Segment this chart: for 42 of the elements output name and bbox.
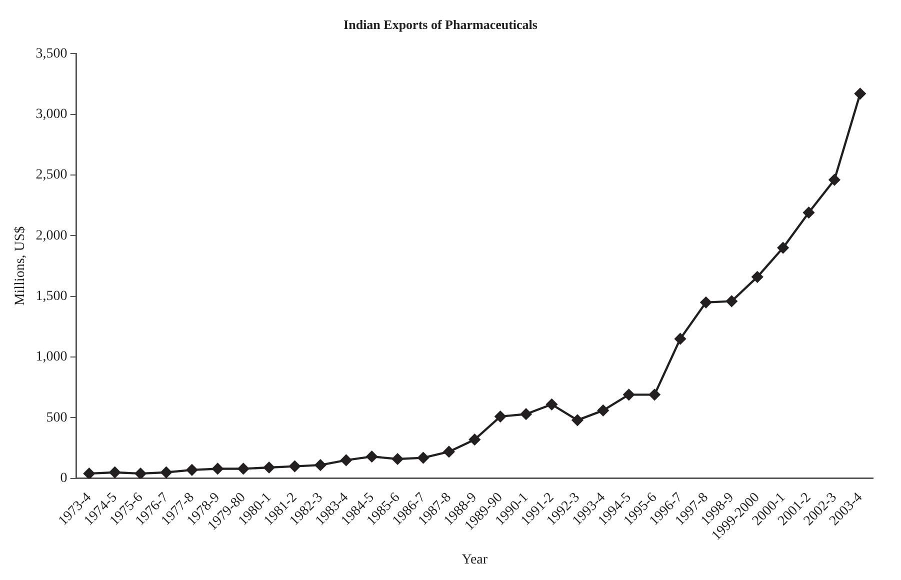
point	[340, 454, 352, 466]
point	[186, 464, 198, 476]
point	[648, 389, 660, 400]
point	[674, 333, 686, 344]
point	[289, 460, 300, 472]
point	[160, 466, 172, 478]
point	[392, 453, 404, 465]
y-tick-label: 3,000	[36, 106, 68, 122]
point	[828, 174, 840, 186]
y-axis-title: Millions, US$	[13, 226, 28, 306]
point	[238, 463, 249, 474]
y-tick-label: 1,500	[36, 289, 68, 304]
point	[84, 468, 95, 478]
point	[366, 450, 378, 462]
x-axis-title: Year	[462, 552, 488, 568]
point	[494, 410, 506, 422]
y-tick-label: 0	[60, 471, 68, 486]
point	[134, 468, 146, 478]
y-tick-label: 3,500	[36, 46, 68, 62]
point	[803, 207, 814, 218]
point	[443, 446, 455, 458]
point	[469, 434, 480, 446]
point	[263, 462, 275, 474]
chart-title: Indian Exports of Pharmaceuticals	[344, 17, 538, 32]
point	[212, 463, 224, 474]
y-tick-label: 1,000	[36, 350, 68, 365]
point	[109, 466, 120, 478]
point	[726, 296, 738, 307]
point	[598, 404, 609, 416]
point	[777, 242, 789, 254]
y-tick-label: 500	[46, 410, 68, 426]
point	[546, 398, 558, 410]
point	[854, 88, 866, 100]
point	[314, 459, 326, 471]
point	[572, 414, 584, 426]
point	[623, 389, 634, 400]
y-tick-label: 2,500	[36, 168, 68, 183]
point	[752, 271, 763, 283]
point	[418, 452, 429, 464]
point	[520, 408, 532, 420]
point	[700, 296, 712, 308]
y-tick-label: 2,000	[36, 228, 68, 244]
